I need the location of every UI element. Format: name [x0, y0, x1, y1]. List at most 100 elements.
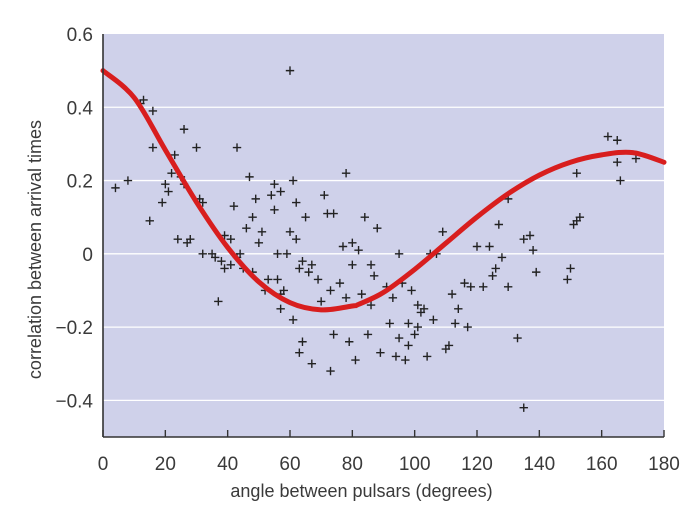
- data-point: [345, 337, 354, 346]
- data-point: [226, 260, 235, 270]
- data-point: [503, 282, 513, 291]
- data-point: [413, 322, 422, 332]
- data-point: [279, 286, 288, 295]
- x-axis-title: angle between pulsars (degrees): [230, 481, 492, 501]
- plot-background: [103, 34, 664, 437]
- data-point: [123, 176, 133, 185]
- hellings-downs-curve: [100, 68, 667, 313]
- data-point: [198, 249, 207, 259]
- data-point: [394, 333, 404, 343]
- data-point: [304, 267, 313, 277]
- data-point: [404, 341, 413, 350]
- data-point: [270, 205, 279, 215]
- data-point: [513, 333, 522, 343]
- data-point: [298, 337, 307, 346]
- data-point: [566, 264, 575, 273]
- gridlines: [103, 106, 664, 402]
- x-tick-label: 20: [155, 454, 176, 475]
- data-point: [360, 212, 369, 222]
- data-point: [148, 143, 158, 152]
- data-point: [173, 234, 182, 244]
- data-point: [616, 176, 625, 185]
- x-tick-label: 60: [279, 454, 300, 475]
- x-tick-label: 180: [648, 454, 680, 475]
- data-point: [366, 300, 376, 310]
- x-tick-labels: 0 20 40 60 80 100 120 140 160 180: [98, 454, 680, 475]
- data-point: [292, 234, 301, 244]
- data-point: [532, 267, 541, 277]
- x-tick-label: 120: [461, 454, 493, 475]
- data-point: [145, 216, 154, 226]
- data-point: [572, 169, 581, 178]
- data-point: [369, 271, 379, 280]
- data-point: [288, 176, 298, 185]
- data-point: [316, 297, 326, 306]
- data-point: [348, 238, 357, 248]
- data-point: [295, 264, 304, 273]
- data-point: [307, 359, 317, 368]
- data-point: [401, 355, 410, 365]
- data-point: [385, 319, 394, 328]
- data-point: [351, 355, 360, 365]
- data-point: [444, 341, 454, 350]
- y-tick-label: −0.4: [55, 391, 93, 412]
- data-point: [179, 125, 189, 134]
- data-point: [263, 275, 273, 284]
- data-point: [285, 66, 295, 75]
- data-point: [220, 264, 229, 273]
- data-point: [248, 212, 257, 222]
- data-point: [329, 330, 338, 339]
- data-point: [525, 231, 535, 240]
- data-point: [413, 300, 422, 310]
- data-point: [447, 289, 457, 299]
- x-tick-label: 80: [342, 454, 363, 475]
- data-point: [404, 319, 413, 328]
- x-tick-label: 40: [217, 454, 238, 475]
- x-tick-label: 160: [586, 454, 618, 475]
- y-tick-label: 0.6: [67, 25, 93, 46]
- y-tick-label: 0: [82, 245, 93, 266]
- data-point: [298, 256, 307, 266]
- data-point: [410, 330, 419, 339]
- data-point: [613, 136, 622, 145]
- data-point: [139, 95, 148, 105]
- data-point: [388, 293, 398, 302]
- data-point: [335, 278, 345, 288]
- data-point: [366, 260, 376, 270]
- data-point: [242, 223, 251, 233]
- data-point: [472, 242, 482, 251]
- data-point: [226, 234, 235, 244]
- data-point: [466, 282, 475, 291]
- data-point: [429, 315, 438, 324]
- data-point: [341, 293, 351, 302]
- data-point: [273, 249, 282, 259]
- data-point: [450, 319, 460, 328]
- data-point: [373, 223, 382, 233]
- y-tick-label: 0.4: [67, 98, 94, 119]
- data-point: [460, 278, 469, 288]
- data-point: [288, 315, 298, 324]
- data-point: [292, 198, 301, 207]
- data-point: [164, 187, 173, 196]
- data-point: [245, 172, 254, 182]
- data-point: [348, 260, 357, 270]
- data-point: [488, 271, 497, 280]
- x-tick-label: 0: [98, 454, 109, 475]
- y-tick-label: −0.2: [55, 318, 93, 339]
- data-point: [329, 209, 338, 218]
- data-point: [479, 282, 488, 291]
- data-point: [463, 322, 472, 332]
- data-point: [276, 187, 285, 196]
- data-point: [313, 275, 323, 284]
- data-point: [254, 238, 264, 248]
- data-point: [575, 212, 585, 222]
- data-point: [485, 242, 494, 251]
- data-point: [270, 180, 279, 189]
- data-point: [214, 297, 223, 306]
- data-point: [273, 275, 282, 284]
- data-point: [376, 348, 385, 357]
- data-point: [394, 249, 404, 259]
- x-tick-label: 100: [399, 454, 431, 475]
- axes: [102, 34, 664, 438]
